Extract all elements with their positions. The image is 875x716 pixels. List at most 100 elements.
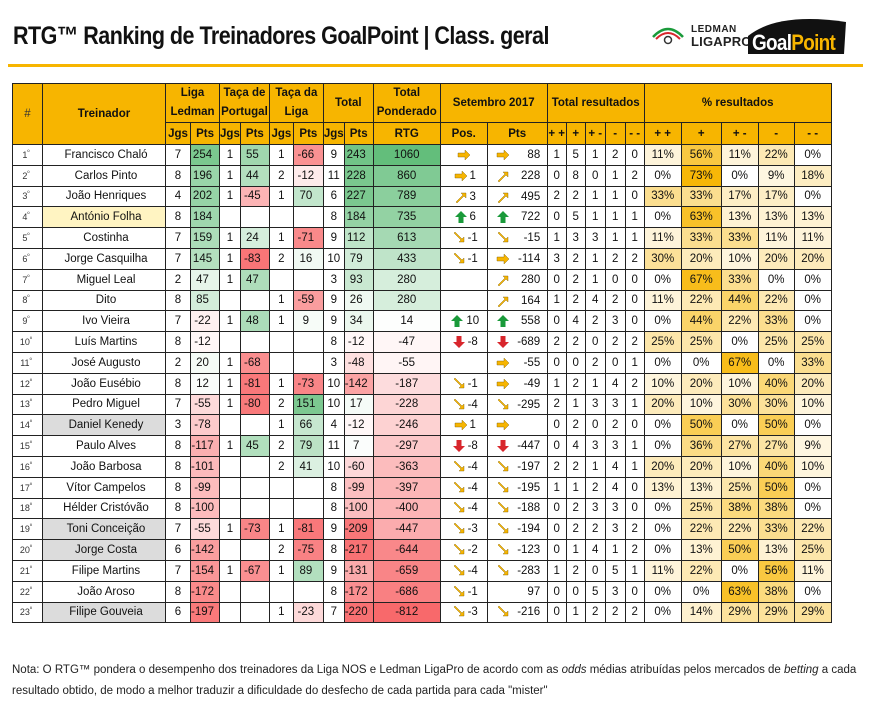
res-p: 0 — [565, 580, 586, 603]
rtg-value: -659 — [372, 559, 441, 582]
res-pp: 0 — [546, 351, 567, 374]
pct-mm: 22% — [793, 518, 832, 541]
total-pts: 184 — [343, 206, 374, 229]
res-p: 2 — [565, 247, 586, 270]
arrow-right-icon — [497, 149, 510, 161]
tacapt-pts — [239, 455, 270, 478]
pct-mm-header: - - — [793, 122, 832, 145]
tacaliga-jgs: 2 — [268, 539, 294, 561]
arrow-up-icon — [497, 211, 510, 224]
res-mm: 0 — [624, 268, 645, 291]
rtg-value: -812 — [372, 601, 441, 624]
arrow-down-icon — [452, 336, 465, 349]
tacaliga-jgs: 1 — [268, 559, 294, 582]
table-row: 19º Toni Conceição 7 -55 1 -73 1 -81 9 -209 -447 -3… — [12, 518, 832, 541]
arrow-down-right-icon — [497, 481, 509, 492]
rank-cell: 23º — [12, 601, 43, 624]
set-pos-cell: 10 — [439, 310, 488, 333]
res-p: 2 — [565, 497, 586, 520]
arrow-up-right-icon — [497, 296, 509, 307]
liga-jgs: 4 — [165, 185, 191, 208]
rank-cell: 18º — [12, 497, 43, 520]
pct-mm: 18% — [793, 164, 832, 187]
arrow-down-icon — [497, 440, 510, 453]
rank-cell: 2º — [12, 164, 43, 187]
res-mm: 1 — [624, 227, 645, 249]
res-pp: 0 — [546, 414, 567, 437]
res-pm: 1 — [584, 144, 606, 166]
rtg-value: -686 — [372, 580, 441, 603]
coach-name: Jorge Casquilha — [42, 247, 166, 270]
total-jgs: 10 — [322, 393, 345, 416]
set-pos-cell: -4 — [439, 497, 488, 520]
liga-pts-header: Pts — [189, 122, 221, 145]
total-pts: -142 — [343, 372, 374, 395]
table-row: 10º Luís Martins 8 -12 8 -12 -47 -8 -689 2 2 0 2 2 25%… — [12, 331, 832, 353]
res-pm: 1 — [584, 372, 606, 395]
pct-p: 10% — [680, 393, 722, 416]
pct-m: 33% — [757, 310, 795, 333]
tacaliga-jgs: 2 — [268, 435, 294, 457]
tacaliga-jgs: 2 — [268, 455, 294, 478]
liga-pts: 85 — [189, 289, 221, 312]
pct-m: 40% — [757, 372, 795, 395]
res-m: 2 — [604, 144, 626, 166]
rtg-value: -55 — [372, 351, 441, 374]
coach-name: João Aroso — [42, 580, 166, 603]
pct-mm: 0% — [793, 185, 832, 208]
total-jgs: 7 — [322, 601, 345, 624]
rank-cell: 10º — [12, 331, 43, 353]
total-pts: 227 — [343, 185, 374, 208]
col-setembro-header: Setembro 2017 — [439, 83, 548, 123]
table-row: 20º Jorge Costa 6 -142 2 -75 8 -217 -644 -2 -123 0 1… — [12, 539, 832, 561]
tacapt-jgs: 1 — [219, 559, 241, 582]
res-mm: 2 — [624, 247, 645, 270]
rank-cell: 4º — [12, 206, 43, 229]
pct-pm: 63% — [720, 580, 759, 603]
col-taca-liga-header: Taça da Liga — [268, 83, 324, 123]
total-jgs: 8 — [322, 331, 345, 353]
pct-mm: 11% — [793, 559, 832, 582]
liga-jgs: 8 — [165, 289, 191, 312]
arrow-down-right-icon — [453, 232, 464, 243]
ordinal-mark: º — [27, 253, 30, 260]
arrow-down-right-icon — [453, 481, 464, 492]
ordinal-mark: º — [27, 191, 30, 198]
pct-p: 14% — [680, 601, 722, 624]
coach-name: Hélder Cristóvão — [42, 497, 166, 520]
ordinal-mark: º — [29, 503, 33, 510]
liga-jgs: 8 — [165, 164, 191, 187]
liga-pts: -197 — [189, 601, 221, 624]
pct-pm: 22% — [720, 310, 759, 333]
pct-p: 22% — [680, 518, 722, 541]
table-row: 3º João Henriques 4 202 1 -45 1 70 6 227 789 3 495 2 2… — [12, 185, 832, 208]
res-p: 2 — [565, 414, 586, 437]
ordinal-mark: º — [29, 337, 33, 344]
rank-cell: 7º — [12, 268, 43, 291]
tacaliga-jgs: 1 — [268, 601, 294, 624]
arrow-right-icon — [497, 419, 510, 431]
arrow-up-icon — [451, 315, 464, 328]
tacaliga-pts: 151 — [292, 393, 324, 416]
rtg-value: -363 — [372, 455, 441, 478]
tacaliga-pts — [292, 476, 324, 499]
arrow-down-right-icon — [453, 585, 464, 596]
rtg-value: -644 — [372, 539, 441, 561]
res-pm: 2 — [584, 351, 606, 374]
pct-pm: 50% — [720, 539, 759, 561]
tacaliga-pts: -73 — [292, 372, 324, 395]
set-pos-cell: -1 — [439, 580, 488, 603]
tacapt-jgs: 1 — [219, 164, 241, 187]
tacaliga-pts: -23 — [292, 601, 324, 624]
rank-cell: 3º — [12, 185, 43, 208]
liga-jgs: 7 — [165, 559, 191, 582]
pct-p: 33% — [680, 185, 722, 208]
arrow-down-right-icon — [453, 544, 464, 555]
res-mm: 1 — [624, 393, 645, 416]
pct-pp: 11% — [643, 227, 682, 249]
set-pts-cell: -15 — [486, 227, 548, 249]
pct-pp: 0% — [643, 580, 682, 603]
pct-pp: 20% — [643, 393, 682, 416]
ordinal-mark: º — [29, 461, 33, 468]
col-total-resultados-header: Total resultados — [546, 83, 645, 123]
